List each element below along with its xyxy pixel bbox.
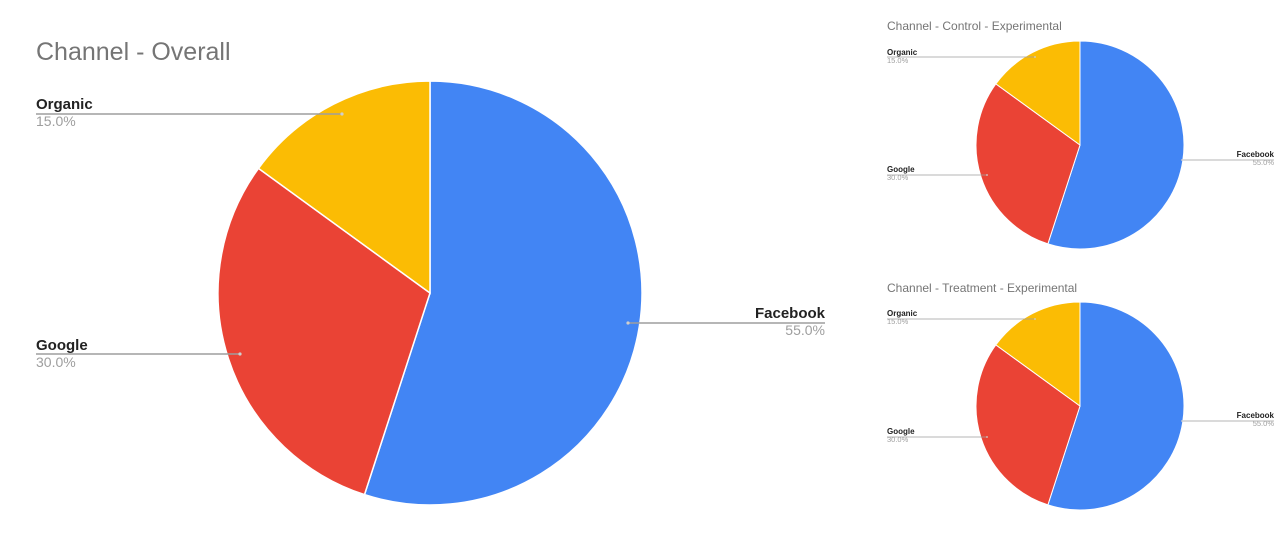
slice-label-organic: Organic (36, 96, 93, 113)
slice-percent-organic: 15.0% (36, 113, 76, 129)
slice-percent-google: 30.0% (887, 173, 909, 182)
pie-slice-google (217, 167, 431, 496)
pie-slice-organic (995, 40, 1081, 146)
leader-dot-organic (340, 112, 344, 116)
slice-label-facebook: Facebook (755, 305, 826, 322)
pie-slice-facebook (1047, 40, 1185, 250)
leader-dot-facebook (1181, 159, 1183, 161)
slice-percent-facebook: 55.0% (1253, 158, 1275, 167)
slice-percent-facebook: 55.0% (785, 322, 825, 338)
chart-title: Channel - Treatment - Experimental (887, 281, 1077, 295)
pie-slice-organic (995, 301, 1081, 407)
pie-slice-google (975, 344, 1081, 506)
pie-slice-google (975, 83, 1081, 245)
slice-percent-google: 30.0% (36, 354, 76, 370)
pie-slice-facebook (1047, 301, 1185, 511)
slice-percent-organic: 15.0% (887, 317, 909, 326)
slice-label-facebook: Facebook (1237, 411, 1275, 420)
pie-slice-facebook (363, 80, 643, 506)
chart-control-experimental: Channel - Control - Experimental Facebook… (887, 19, 1275, 250)
slice-percent-google: 30.0% (887, 435, 909, 444)
slice-label-google: Google (887, 165, 915, 174)
chart-treatment-experimental: Channel - Treatment - Experimental Facebo… (887, 281, 1275, 511)
slice-label-organic: Organic (887, 309, 918, 318)
leader-dot-google (986, 174, 988, 176)
leader-dot-facebook (626, 321, 630, 325)
pie-slice-organic (257, 80, 431, 295)
chart-title: Channel - Overall (36, 38, 231, 66)
slice-percent-facebook: 55.0% (1253, 419, 1275, 428)
slice-label-google: Google (887, 427, 915, 436)
slice-label-organic: Organic (887, 48, 918, 57)
leader-dot-google (238, 352, 242, 356)
leader-dot-organic (1034, 56, 1036, 58)
leader-dot-google (986, 436, 988, 438)
chart-title: Channel - Control - Experimental (887, 19, 1062, 33)
slice-label-facebook: Facebook (1237, 150, 1275, 159)
slice-percent-organic: 15.0% (887, 56, 909, 65)
leader-dot-organic (1034, 318, 1036, 320)
leader-dot-facebook (1181, 420, 1183, 422)
slice-label-google: Google (36, 337, 88, 354)
